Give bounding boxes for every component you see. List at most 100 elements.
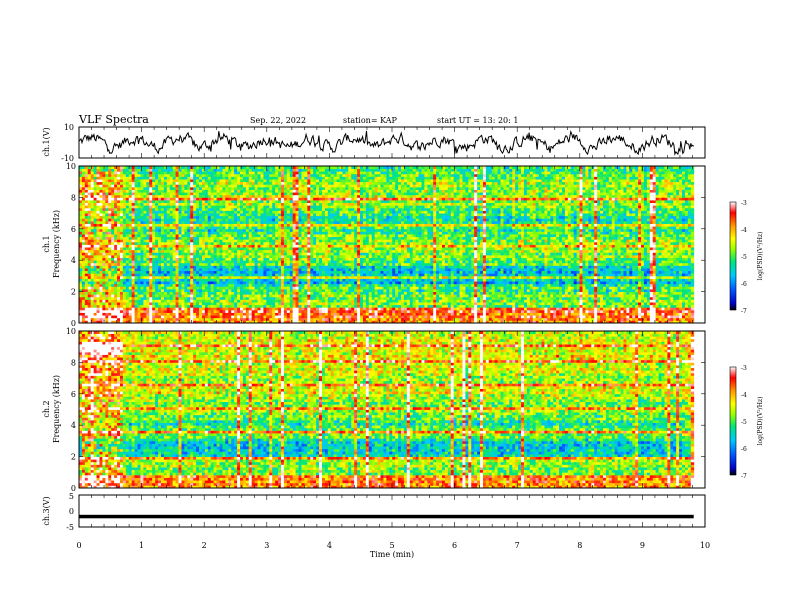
spectrogram-cell: [175, 278, 179, 282]
spectrogram-cell: [155, 270, 159, 274]
spectrogram-cell: [242, 247, 247, 251]
spectrogram-cell: [125, 176, 130, 180]
spectrogram-cell: [216, 299, 220, 303]
spectrogram-cell: [222, 197, 226, 201]
spectrogram-cell: [143, 202, 147, 206]
spectrogram-cell: [245, 244, 250, 248]
spectrogram-cell: [248, 210, 253, 214]
spectrogram-cell: [242, 215, 247, 219]
spectrogram-cell: [187, 234, 191, 238]
spectrogram-cell: [286, 275, 291, 279]
spectrogram-cell: [213, 317, 217, 321]
spectrogram-cell: [93, 234, 97, 238]
spectrogram-cell: [108, 207, 112, 211]
spectrogram-cell: [155, 252, 159, 256]
spectrogram-cell: [269, 189, 273, 193]
spectrogram-cell: [307, 309, 311, 313]
spectrogram-cell: [187, 176, 191, 180]
spectrogram-cell: [310, 181, 314, 185]
spectrogram-cell: [99, 302, 103, 306]
spectrogram-cell: [93, 307, 97, 311]
spectrogram-cell: [117, 205, 121, 209]
spectrogram-cell: [207, 304, 212, 308]
spectrogram-cell: [152, 171, 156, 175]
spectrogram-cell: [146, 173, 150, 177]
spectrogram-cell: [219, 296, 223, 300]
spectrogram-cell: [286, 288, 291, 292]
spectrogram-cell: [166, 168, 171, 172]
spectrogram-cell: [108, 171, 112, 175]
spectrogram-cell: [260, 226, 264, 230]
spectrogram-cell: [310, 210, 314, 214]
spectrogram-cell: [143, 215, 147, 219]
spectrogram-cell: [272, 286, 276, 290]
spectrogram-cell: [143, 317, 147, 321]
spectrogram-cell: [260, 202, 264, 206]
spectrogram-cell: [204, 262, 209, 266]
spectrogram-cell: [146, 197, 150, 201]
spectrogram-cell: [96, 173, 100, 177]
spectrogram-cell: [248, 296, 253, 300]
spectrogram-cell: [155, 218, 159, 222]
spectrogram-cell: [231, 220, 235, 224]
spectrogram-cell: [225, 213, 229, 217]
spectrogram-cell: [90, 315, 95, 319]
spectrogram-cell: [196, 273, 200, 277]
spectrogram-cell: [190, 168, 194, 172]
spectrogram-cell: [140, 197, 144, 201]
spectrogram-cell: [163, 186, 168, 190]
spectrogram-cell: [280, 168, 285, 172]
spectrogram-cell: [102, 312, 106, 316]
spectrogram-cell: [307, 244, 311, 248]
spectrogram-cell: [204, 315, 209, 319]
spectrogram-cell: [304, 176, 308, 180]
spectrogram-cell: [184, 270, 188, 274]
spectrogram-cell: [102, 168, 106, 172]
spectrogram-cell: [99, 218, 103, 222]
spectrogram-cell: [166, 218, 171, 222]
spectrogram-cell: [163, 205, 168, 209]
spectrogram-cell: [99, 320, 103, 324]
spectrogram-cell: [111, 281, 115, 285]
spectrogram-cell: [149, 283, 153, 287]
spectrogram-cell: [87, 278, 92, 282]
spectrogram-cell: [204, 173, 209, 177]
spectrogram-cell: [155, 291, 159, 295]
spectrogram-cell: [278, 283, 282, 287]
spectrogram-cell: [193, 265, 197, 269]
spectrogram-cell: [251, 200, 256, 204]
spectrogram-cell: [181, 181, 185, 185]
spectrogram-cell: [201, 304, 206, 308]
spectrogram-cell: [79, 249, 83, 253]
spectrogram-cell: [216, 207, 220, 211]
spectrogram-cell: [158, 265, 162, 269]
spectrogram-cell: [140, 231, 144, 235]
spectrogram-cell: [111, 291, 115, 295]
spectrogram-cell: [184, 312, 188, 316]
spectrogram-cell: [90, 241, 95, 245]
spectrogram-cell: [242, 278, 247, 282]
spectrogram-cell: [219, 294, 223, 298]
spectrogram-cell: [310, 249, 314, 253]
spectrogram-cell: [266, 317, 270, 321]
spectrogram-cell: [143, 270, 147, 274]
spectrogram-cell: [240, 296, 244, 300]
spectrogram-cell: [272, 317, 276, 321]
spectrogram-cell: [105, 226, 109, 230]
spectrogram-cell: [237, 184, 241, 188]
spectrogram-cell: [175, 171, 179, 175]
spectrogram-cell: [292, 252, 297, 256]
spectrogram-cell: [187, 181, 191, 185]
spectrogram-cell: [204, 171, 209, 175]
spectrogram-cell: [125, 166, 130, 170]
spectrogram-cell: [204, 307, 209, 311]
spectrogram-cell: [201, 210, 206, 214]
spectrogram-cell: [269, 278, 273, 282]
spectrogram-cell: [283, 168, 288, 172]
spectrogram-cell: [228, 166, 232, 170]
spectrogram-cell: [181, 278, 185, 282]
spectrogram-cell: [242, 207, 247, 211]
spectrogram-cell: [254, 218, 258, 222]
spectrogram-cell: [181, 254, 185, 258]
spectrogram-cell: [79, 171, 83, 175]
